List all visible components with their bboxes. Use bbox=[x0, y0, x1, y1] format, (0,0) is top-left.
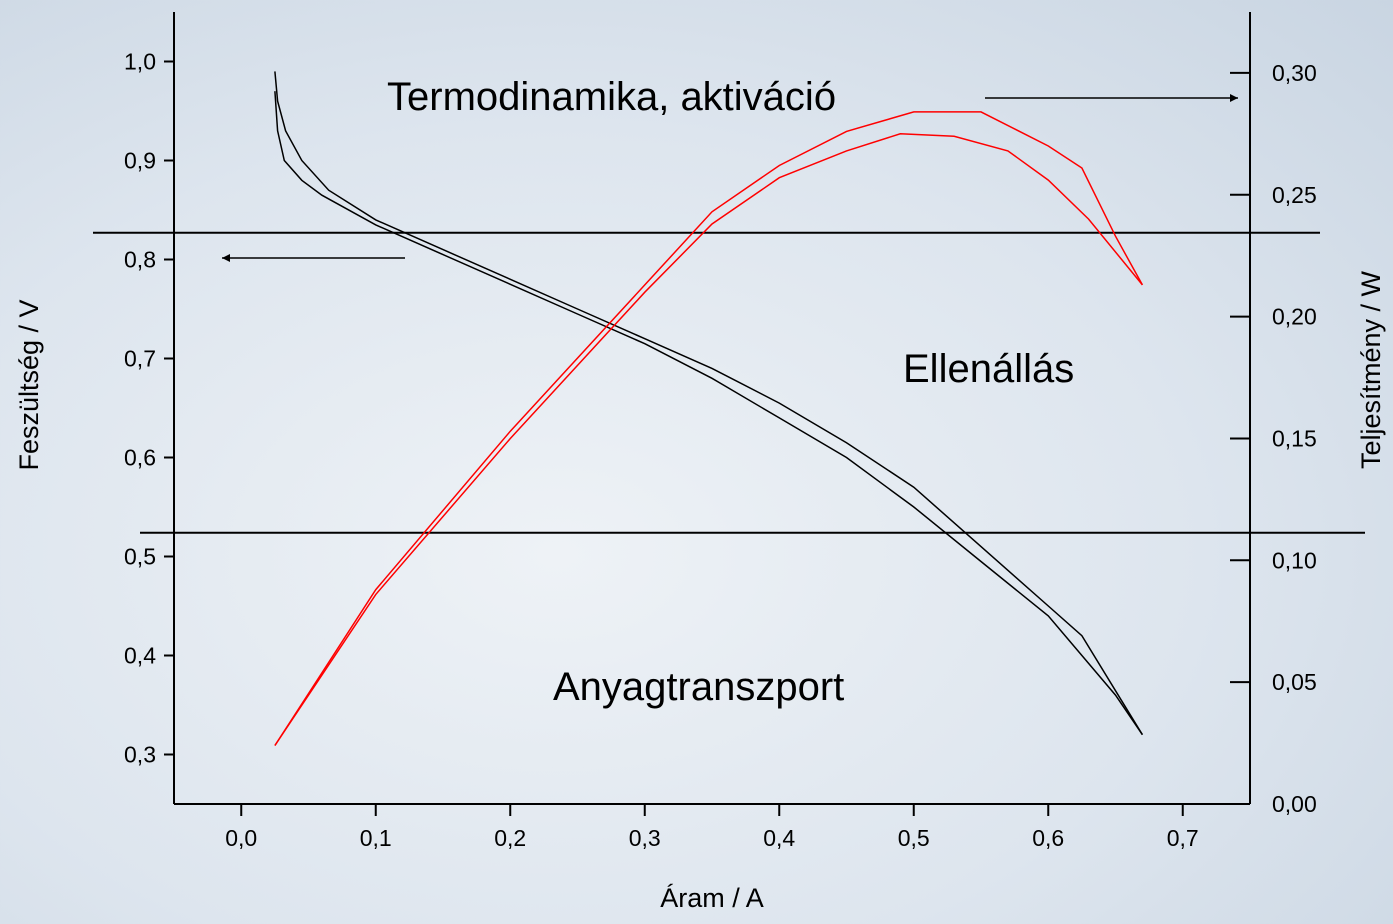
y-tick-label: 0,5 bbox=[124, 544, 156, 570]
y2-axis-title: Teljesítmény / W bbox=[1356, 270, 1386, 469]
y-axis-title: Feszültség / V bbox=[14, 299, 44, 470]
y2-tick-label: 0,05 bbox=[1272, 669, 1317, 695]
data-line bbox=[274, 71, 1144, 736]
data-line bbox=[274, 111, 1144, 746]
annotation: Ellenállás bbox=[903, 347, 1074, 391]
x-axis-title: Áram / A bbox=[660, 883, 764, 913]
y-tick-label: 0,6 bbox=[124, 445, 156, 471]
y2-tick-label: 0,20 bbox=[1272, 304, 1317, 330]
y-tick-label: 1,0 bbox=[124, 49, 156, 75]
y-tick-label: 0,3 bbox=[124, 742, 156, 768]
data-line bbox=[274, 133, 1143, 746]
y-tick-label: 0,4 bbox=[124, 643, 156, 669]
y2-tick-label: 0,00 bbox=[1272, 791, 1317, 817]
annotation: Anyagtranszport bbox=[553, 665, 844, 709]
y2-tick-label: 0,10 bbox=[1272, 547, 1317, 573]
y-tick-label: 0,9 bbox=[124, 148, 156, 174]
y2-tick-label: 0,15 bbox=[1272, 425, 1317, 451]
x-tick-label: 0,6 bbox=[1032, 825, 1064, 851]
y2-tick-label: 0,30 bbox=[1272, 60, 1317, 86]
x-tick-label: 0,0 bbox=[225, 825, 257, 851]
annotation: Termodinamika, aktiváció bbox=[387, 75, 836, 119]
data-line bbox=[274, 91, 1144, 736]
x-tick-label: 0,2 bbox=[494, 825, 526, 851]
x-tick-label: 0,3 bbox=[629, 825, 661, 851]
y-tick-label: 0,8 bbox=[124, 247, 156, 273]
x-tick-label: 0,7 bbox=[1167, 825, 1199, 851]
y-tick-label: 0,7 bbox=[124, 346, 156, 372]
x-tick-label: 0,5 bbox=[898, 825, 930, 851]
y2-tick-label: 0,25 bbox=[1272, 182, 1317, 208]
x-tick-label: 0,4 bbox=[763, 825, 795, 851]
x-tick-label: 0,1 bbox=[360, 825, 392, 851]
